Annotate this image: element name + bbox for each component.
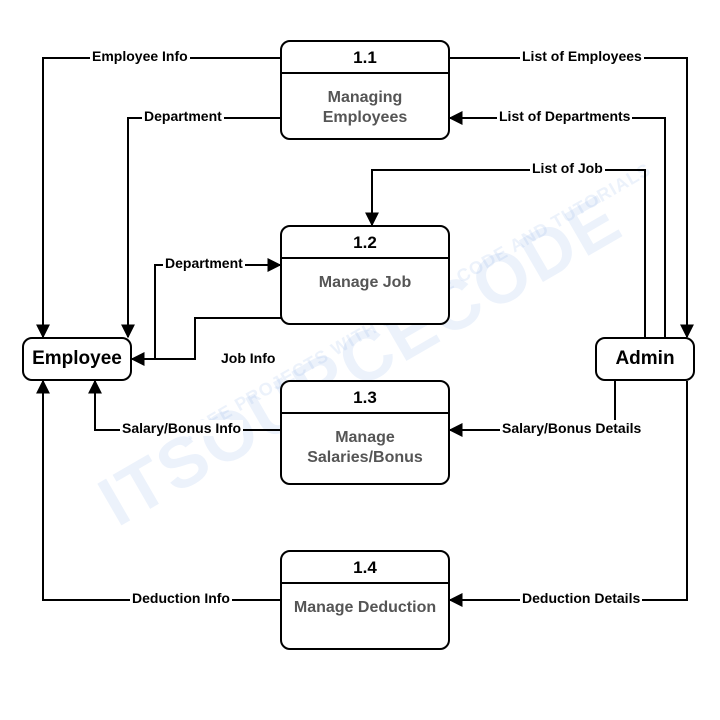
entity-employee-label: Employee xyxy=(32,348,122,370)
entity-admin: Admin xyxy=(595,337,695,381)
edge-label-e6: Department xyxy=(163,255,245,271)
process-1-2-number: 1.2 xyxy=(282,227,448,259)
process-1-3-number: 1.3 xyxy=(282,382,448,414)
entity-admin-label: Admin xyxy=(615,348,674,370)
process-1-2: 1.2 Manage Job xyxy=(280,225,450,325)
edge-label-e4: List of Departments xyxy=(497,108,632,124)
process-1-4-number: 1.4 xyxy=(282,552,448,584)
edge-label-e8: Salary/Bonus Info xyxy=(120,420,243,436)
edge-e3 xyxy=(447,58,687,337)
process-1-4: 1.4 Manage Deduction xyxy=(280,550,450,650)
process-1-1-number: 1.1 xyxy=(282,42,448,74)
edge-label-e10: Deduction Info xyxy=(130,590,232,606)
entity-employee: Employee xyxy=(22,337,132,381)
process-1-4-title: Manage Deduction xyxy=(282,584,448,632)
process-1-1-title: Managing Employees xyxy=(282,74,448,142)
edge-label-e1: Employee Info xyxy=(90,48,190,64)
process-1-2-title: Manage Job xyxy=(282,259,448,307)
edge-e1 xyxy=(43,58,283,337)
edge-label-e2: Department xyxy=(142,108,224,124)
edge-e10 xyxy=(43,381,283,600)
process-1-1: 1.1 Managing Employees xyxy=(280,40,450,140)
edge-label-e5: List of Job xyxy=(530,160,605,176)
process-1-3: 1.3 Manage Salaries/Bonus xyxy=(280,380,450,485)
edge-e4 xyxy=(450,118,665,337)
edge-e2 xyxy=(128,118,283,337)
process-1-3-title: Manage Salaries/Bonus xyxy=(282,414,448,482)
edge-label-e7: Job Info xyxy=(219,350,277,366)
edge-e11 xyxy=(450,381,687,600)
edge-label-e11: Deduction Details xyxy=(520,590,642,606)
edge-label-e3: List of Employees xyxy=(520,48,644,64)
edge-label-e9: Salary/Bonus Details xyxy=(500,420,643,436)
edge-e6 xyxy=(132,265,280,359)
